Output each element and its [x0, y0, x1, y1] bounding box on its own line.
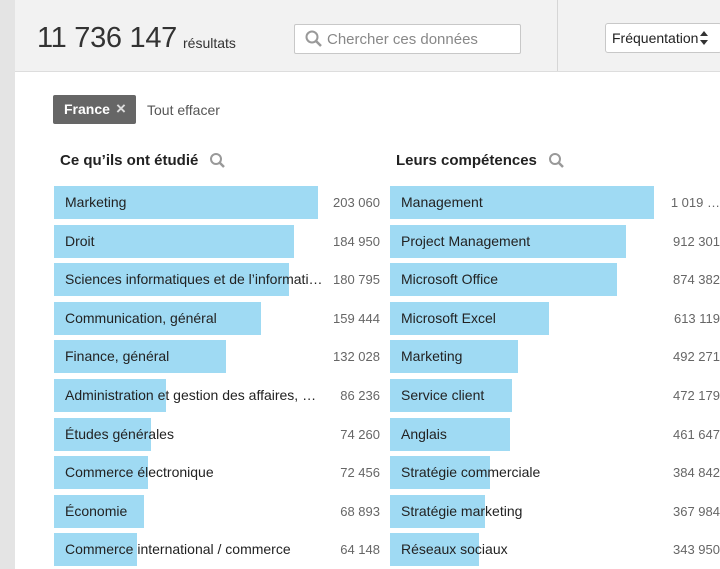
row-label: Project Management: [401, 232, 531, 249]
row-value: 367 984: [673, 503, 720, 519]
panel-title: Leurs compétences: [396, 152, 537, 169]
panel-search-icon[interactable]: [209, 152, 227, 170]
row-label: Commerce électronique: [65, 464, 214, 481]
row-value: 1 019 …: [670, 195, 720, 210]
result-row[interactable]: Études générales 74 260: [54, 417, 380, 451]
row-label: Droit: [65, 232, 95, 249]
result-row[interactable]: Finance, général 132 028: [54, 340, 380, 374]
bar: [54, 340, 226, 374]
row-value: 613 119: [673, 310, 720, 326]
search-icon: [305, 30, 322, 47]
result-suffix: résultats: [183, 35, 236, 51]
result-row[interactable]: Communication, général 159 444: [54, 301, 380, 335]
bar: [390, 186, 654, 219]
row-label: Commerce international / commerce: [65, 541, 291, 558]
result-row[interactable]: Droit 184 950: [54, 224, 380, 258]
row-label: Stratégie marketing: [401, 502, 523, 519]
result-row[interactable]: Économie 68 893: [54, 494, 380, 528]
bar: [390, 456, 490, 490]
result-row[interactable]: Microsoft Excel 613 119: [390, 301, 720, 335]
row-value: 72 456: [340, 465, 380, 481]
sort-select[interactable]: [605, 23, 720, 53]
result-row[interactable]: Service client 472 179: [390, 379, 720, 412]
search-box[interactable]: [294, 24, 521, 54]
result-row[interactable]: Microsoft Office 874 382: [390, 263, 720, 297]
bar: [54, 224, 295, 258]
row-value: 159 444: [333, 310, 380, 326]
result-row[interactable]: Commerce international / commerce 64 148: [54, 533, 380, 567]
row-value: 74 260: [340, 426, 380, 442]
bar: [54, 186, 318, 219]
result-row[interactable]: Marketing 492 271: [390, 340, 720, 374]
row-label: Sciences informatiques et de l’informati…: [65, 271, 323, 288]
bar: [390, 417, 510, 451]
row-value: 184 950: [333, 233, 380, 249]
result-row[interactable]: Stratégie commerciale 384 842: [390, 456, 720, 490]
row-value: 492 271: [673, 349, 720, 365]
bar: [54, 494, 144, 528]
select-arrows: [700, 31, 708, 45]
row-value: 86 236: [340, 388, 380, 403]
search-placeholder: Chercher ces données: [327, 31, 478, 48]
row-value: 180 795: [333, 272, 380, 288]
bar: [390, 263, 617, 297]
bar: [390, 224, 627, 258]
separator: [557, 0, 558, 71]
bar: [54, 533, 138, 567]
row-value: 203 060: [333, 195, 380, 210]
bar: [390, 379, 513, 412]
result-row[interactable]: Project Management 912 301: [390, 224, 720, 258]
bar: [390, 340, 518, 374]
row-label: Administration et gestion des affaires, …: [65, 387, 317, 403]
row-value: 132 028: [333, 349, 380, 365]
row-label: Microsoft Excel: [401, 309, 496, 326]
sort-label: Fréquentation: [612, 30, 699, 46]
row-label: Marketing: [401, 348, 463, 365]
row-label: Réseaux sociaux: [401, 541, 508, 558]
row-value: 343 950: [673, 542, 720, 558]
bar: [54, 456, 149, 490]
result-row[interactable]: Sciences informatiques et de l’informati…: [54, 263, 380, 297]
bar: [54, 263, 290, 297]
bar: [390, 494, 486, 528]
chip-remove[interactable]: ×: [116, 99, 126, 118]
clear-all[interactable]: Tout effacer: [147, 102, 220, 118]
row-label: Études générales: [65, 425, 174, 442]
panel-search-icon[interactable]: [548, 152, 566, 170]
row-label: Anglais: [401, 425, 447, 442]
row-label: Communication, général: [65, 309, 217, 326]
bar: [390, 301, 549, 335]
row-value: 68 893: [340, 503, 380, 519]
row-label: Stratégie commerciale: [401, 464, 541, 481]
row-value: 384 842: [673, 465, 720, 481]
bar: [54, 417, 151, 451]
panel-title: Ce qu’ils ont étudié: [60, 152, 199, 169]
result-row[interactable]: Stratégie marketing 367 984: [390, 494, 720, 528]
result-count: 11 736 147: [37, 22, 177, 54]
result-row[interactable]: Administration et gestion des affaires, …: [54, 379, 380, 412]
bar: [54, 301, 262, 335]
row-label: Service client: [401, 387, 485, 403]
row-value: 64 148: [340, 542, 380, 558]
row-label: Marketing: [65, 194, 127, 210]
row-value: 472 179: [673, 388, 720, 403]
result-row[interactable]: Réseaux sociaux 343 950: [390, 533, 720, 567]
row-value: 874 382: [673, 272, 720, 288]
result-row[interactable]: Anglais 461 647: [390, 417, 720, 451]
chip-label: France: [64, 101, 110, 117]
row-label: Microsoft Office: [401, 271, 498, 288]
filter-chip[interactable]: [53, 95, 136, 124]
result-row[interactable]: Commerce électronique 72 456: [54, 456, 380, 490]
row-label: Management: [401, 194, 483, 210]
result-row[interactable]: Marketing 203 060: [54, 186, 380, 219]
bar: [54, 379, 167, 412]
result-row[interactable]: Management 1 019 …: [390, 186, 720, 219]
row-value: 461 647: [673, 426, 720, 442]
row-label: Économie: [65, 502, 128, 519]
row-value: 912 301: [673, 233, 720, 249]
row-label: Finance, général: [65, 348, 170, 365]
bar: [390, 533, 480, 567]
